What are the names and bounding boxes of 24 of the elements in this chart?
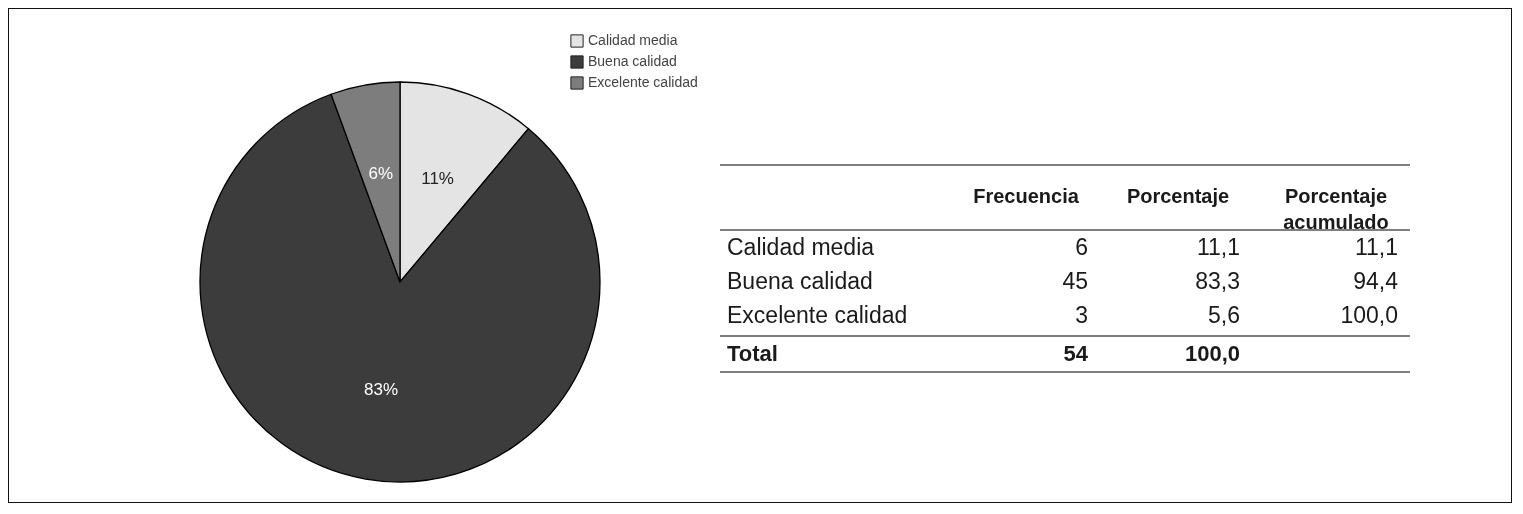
legend-label: Excelente calidad [588,74,698,90]
category-label: Total [727,341,778,366]
data-label: 11% [421,168,454,188]
data-label: 100,0 [1184,341,1240,366]
data-label: 6 [1075,234,1088,260]
category-label: Buena calidad [727,268,873,294]
data-label: 11,1 [1354,234,1398,260]
data-label: 6% [368,163,394,183]
legend-label: Buena calidad [588,53,677,69]
data-label: 83% [364,380,399,400]
text: Porcentaje acumulado [1283,185,1389,233]
data-label: 54 [1063,341,1089,366]
text: Porcentaje [1126,185,1230,207]
data-label: 45 [1062,268,1088,294]
category-label: Excelente calidad [727,302,908,328]
text: Frecuencia [973,185,1080,207]
data-label: 100,0 [1340,302,1398,328]
category-label: Calidad media [727,234,875,260]
data-label: 3 [1075,302,1088,328]
data-label: 5,6 [1208,302,1240,328]
data-label: 94,4 [1353,268,1399,294]
data-label: 83,3 [1195,268,1240,294]
legend-label: Calidad media [588,32,678,48]
data-label: 11,1 [1196,234,1240,260]
